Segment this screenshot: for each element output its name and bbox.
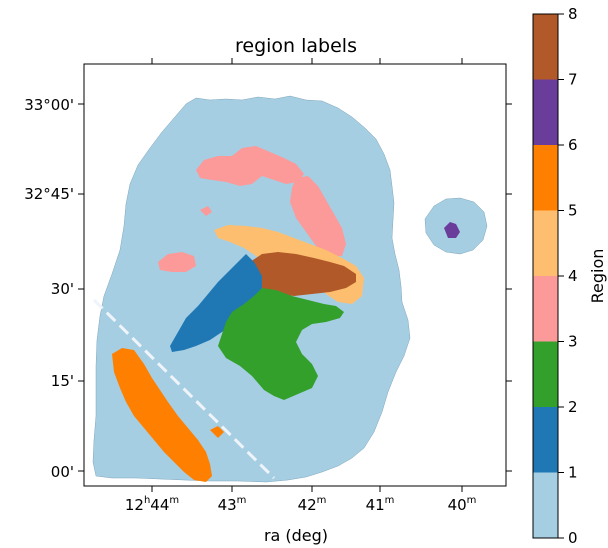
- region-3-arm: [290, 176, 346, 256]
- colorbar-tick-labels: 0 1 2 3 4 5 6 7 8: [558, 5, 578, 547]
- region-5-fragment: [210, 426, 224, 438]
- x-axis-title: ra (deg): [264, 526, 328, 545]
- colorbar-tick-label: 2: [568, 398, 578, 416]
- y-tick-label: 30': [51, 280, 74, 298]
- colorbar-tick-label: 4: [568, 267, 578, 285]
- y-tick-label: 00': [51, 463, 74, 481]
- dashed-boundary-line: [92, 298, 276, 480]
- colorbar-segment-5: [533, 145, 558, 211]
- y-tick-label: 32°45': [24, 185, 74, 203]
- region-3-blob-left: [158, 252, 196, 272]
- region-3-blob-small: [200, 206, 212, 216]
- y-tick-label: 33°00': [24, 96, 74, 114]
- colorbar-segment-0: [533, 472, 558, 538]
- colorbar-segment-7: [533, 14, 558, 80]
- region-7-blob: [250, 252, 356, 296]
- colorbar-tick-label: 8: [568, 5, 578, 23]
- colorbar-tick-label: 5: [568, 202, 578, 220]
- region-2-complex: [218, 288, 344, 400]
- colorbar-segment-2: [533, 341, 558, 407]
- x-tick-label: 43m: [218, 495, 247, 514]
- colorbar-tick-label: 6: [568, 136, 578, 154]
- colorbar: [533, 14, 558, 538]
- colorbar-segment-1: [533, 407, 558, 473]
- x-tick-label: 12h44m: [125, 495, 179, 514]
- region-1-arm: [170, 254, 262, 352]
- region-6-spot: [444, 222, 460, 238]
- region-3-arc: [196, 146, 304, 186]
- colorbar-tick-label: 0: [568, 529, 578, 547]
- colorbar-tick-label: 1: [568, 464, 578, 482]
- x-tick-label: 40m: [448, 495, 477, 514]
- colorbar-segment-6: [533, 79, 558, 145]
- x-tick-label: 42m: [298, 495, 327, 514]
- colorbar-tick-label: 3: [568, 333, 578, 351]
- x-tick-label: 41m: [366, 495, 395, 514]
- colorbar-segment-4: [533, 210, 558, 276]
- colorbar-tick-label: 7: [568, 71, 578, 89]
- colorbar-segment-3: [533, 276, 558, 342]
- y-tick-label: 15': [51, 372, 74, 390]
- axis-ticks: [78, 58, 512, 492]
- colorbar-label: Region: [588, 249, 607, 304]
- region-5-strip: [112, 348, 212, 482]
- chart-title: region labels: [235, 35, 357, 57]
- plot-frame: [83, 63, 507, 487]
